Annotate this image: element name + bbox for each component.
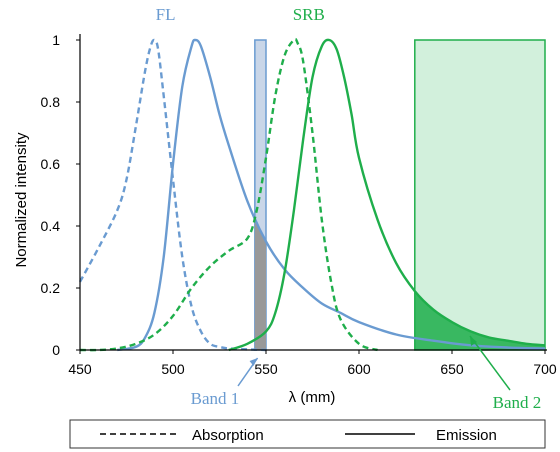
y-tick-label: 0.6 (41, 156, 61, 172)
x-tick-label: 550 (254, 361, 278, 377)
y-axis-label: Normalized intensity (13, 132, 30, 268)
legend-absorption-label: Absorption (192, 427, 264, 444)
series-srb-absorption-line (79, 37, 378, 352)
y-tick-label: 0.8 (41, 94, 61, 110)
x-tick-label: 650 (440, 361, 464, 377)
series-fl-absorption-line (78, 38, 267, 352)
series-fl-emission-line (117, 38, 546, 352)
series-srb-emission-line (228, 38, 546, 352)
band-2-arrow-line (469, 335, 511, 391)
y-tick-label: 0 (52, 342, 60, 358)
band-2-overlap-fill (414, 291, 545, 350)
x-tick-label: 450 (68, 361, 92, 377)
band-2-arrow-head (470, 336, 477, 346)
dye-label-fl: FL (156, 5, 176, 24)
legend-emission-label: Emission (436, 427, 497, 444)
y-tick-label: 1 (52, 32, 60, 48)
band-2-label: Band 2 (493, 393, 542, 412)
band-2-rect (414, 39, 546, 351)
x-tick-label: 700 (533, 361, 557, 377)
legend-box (69, 419, 546, 449)
x-axis-label: λ (mm) (289, 389, 336, 406)
x-tick-label: 600 (347, 361, 371, 377)
band-1-arrow-head (249, 358, 258, 366)
band-1-label: Band 1 (191, 389, 240, 408)
y-tick-label: 0.2 (41, 280, 61, 296)
y-tick-label: 0.4 (41, 218, 61, 234)
dye-label-srb: SRB (293, 5, 325, 24)
x-tick-label: 500 (161, 361, 185, 377)
band-1-overlap-fill (254, 217, 266, 350)
